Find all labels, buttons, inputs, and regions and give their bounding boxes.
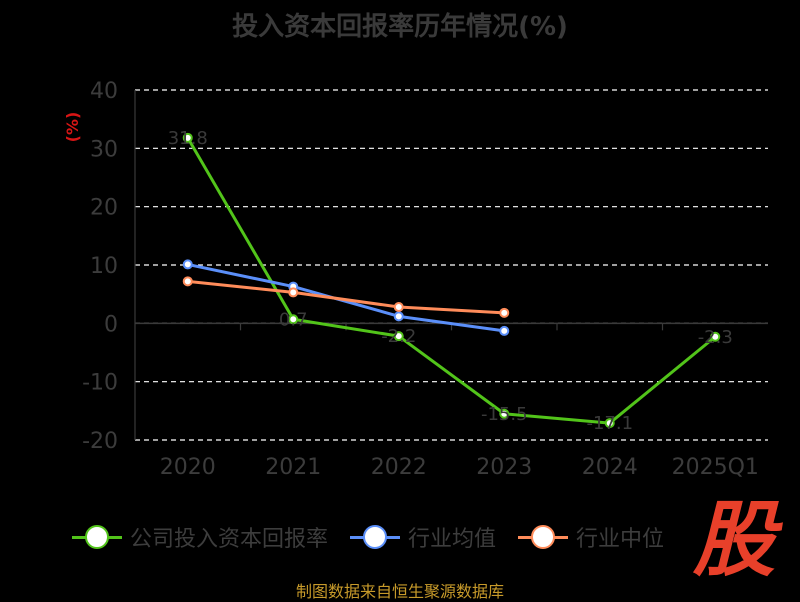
data-point[interactable] bbox=[604, 418, 615, 429]
x-tick-label: 2025Q1 bbox=[672, 455, 759, 480]
axes: 40 30 20 10 0 -10 -20 2020 2021 2022 2023 2024 2025Q… bbox=[82, 79, 768, 480]
data-point[interactable] bbox=[393, 331, 404, 342]
data-point[interactable] bbox=[182, 132, 193, 143]
series-line-0 bbox=[186, 137, 717, 425]
data-point[interactable] bbox=[393, 311, 404, 322]
legend-marker-icon bbox=[72, 522, 122, 552]
y-tick-label: 10 bbox=[90, 254, 118, 279]
series-lines bbox=[182, 132, 721, 429]
legend-label-industry-median: 行业中位 bbox=[576, 527, 665, 552]
data-point[interactable] bbox=[288, 287, 299, 298]
data-point[interactable] bbox=[393, 302, 404, 312]
data-label: -2.2 bbox=[381, 326, 416, 347]
x-tick-label: 2022 bbox=[371, 455, 427, 480]
data-labels: 31.8 0.7 -2.2 -15.5 -17.1 -2.3 bbox=[168, 128, 733, 434]
x-tick-label: 2021 bbox=[265, 455, 321, 480]
y-tick-label: 40 bbox=[90, 79, 118, 104]
data-point[interactable] bbox=[182, 276, 193, 287]
y-tick-label: 0 bbox=[104, 312, 118, 337]
data-label: -15.5 bbox=[481, 404, 528, 425]
y-tick-label: 20 bbox=[90, 196, 118, 221]
data-point[interactable] bbox=[182, 259, 193, 270]
legend-marker-icon bbox=[518, 522, 569, 552]
series-line-1 bbox=[187, 262, 505, 333]
source-note: 制图数据来自恒生聚源数据库 bbox=[295, 582, 504, 601]
data-label: -2.3 bbox=[698, 327, 733, 348]
legend-item-industry-avg[interactable]: 行业均值 bbox=[350, 521, 496, 553]
y-tick-label: -10 bbox=[82, 371, 118, 396]
legend-item-company[interactable]: 公司投入资本回报率 bbox=[72, 521, 328, 553]
legend: 公司投入资本回报率 行业均值 行业中位 bbox=[72, 520, 686, 554]
legend-item-industry-median[interactable]: 行业中位 bbox=[518, 521, 664, 553]
grid-lines bbox=[135, 89, 768, 441]
data-point[interactable] bbox=[288, 314, 299, 325]
y-tick-label: 30 bbox=[90, 137, 118, 162]
data-point[interactable] bbox=[499, 408, 510, 419]
x-tick-label: 2024 bbox=[582, 455, 638, 480]
x-tick-label: 2020 bbox=[160, 455, 216, 480]
data-label: 31.8 bbox=[168, 128, 208, 149]
legend-label-industry-avg: 行业均值 bbox=[408, 527, 497, 552]
legend-label-company: 公司投入资本回报率 bbox=[130, 527, 329, 552]
series-line-2 bbox=[187, 279, 505, 315]
data-point[interactable] bbox=[499, 325, 510, 336]
x-tick-label: 2023 bbox=[476, 455, 532, 480]
chart-title: 投入资本回报率历年情况(%) bbox=[232, 12, 568, 42]
y-axis-label: (%) bbox=[63, 112, 82, 143]
data-point[interactable] bbox=[499, 307, 510, 318]
legend-marker-icon bbox=[350, 522, 401, 552]
data-label: 0.7 bbox=[279, 309, 308, 330]
data-point[interactable] bbox=[710, 331, 721, 342]
y-tick-label: -20 bbox=[82, 429, 118, 454]
data-label: -17.1 bbox=[586, 413, 633, 434]
watermark-logo: 股 bbox=[693, 493, 775, 588]
